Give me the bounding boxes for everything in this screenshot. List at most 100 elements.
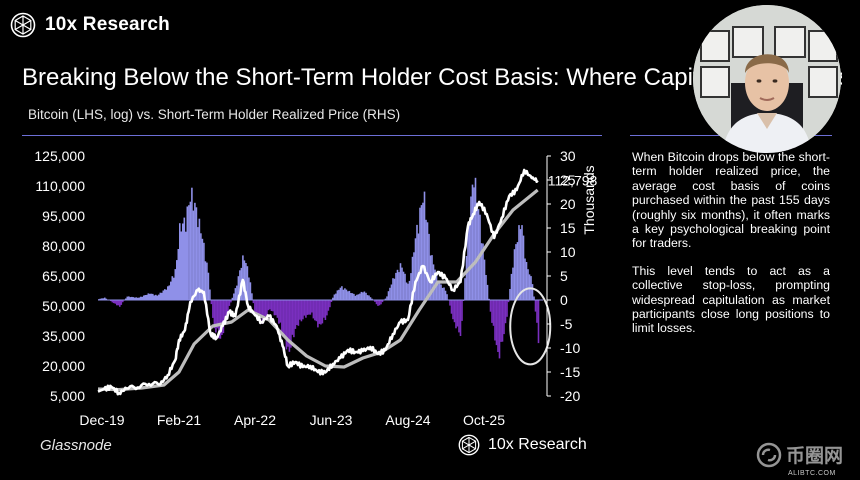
difference-bar bbox=[531, 284, 534, 300]
difference-bar bbox=[143, 295, 145, 300]
difference-bar bbox=[303, 300, 306, 316]
difference-bar bbox=[270, 300, 273, 311]
difference-bar bbox=[366, 295, 369, 300]
difference-bar bbox=[501, 300, 504, 342]
difference-bar bbox=[105, 298, 108, 300]
difference-bar bbox=[179, 223, 181, 300]
difference-bar bbox=[299, 300, 301, 320]
difference-bar bbox=[500, 300, 502, 342]
commentary-paragraph-2: This level tends to act as a collective … bbox=[632, 263, 830, 336]
difference-bar bbox=[288, 300, 291, 352]
difference-bar bbox=[441, 287, 444, 300]
difference-bar bbox=[230, 300, 232, 303]
difference-bar bbox=[197, 227, 199, 300]
difference-bar bbox=[174, 269, 177, 300]
difference-bar bbox=[245, 263, 247, 300]
difference-bar bbox=[455, 300, 457, 329]
right-axis-tick-label: 15 bbox=[560, 220, 576, 236]
difference-bar bbox=[279, 300, 282, 323]
difference-bar bbox=[524, 258, 526, 300]
difference-bar bbox=[348, 290, 351, 300]
difference-bar bbox=[359, 293, 361, 300]
difference-bar bbox=[389, 287, 391, 300]
difference-bar bbox=[194, 202, 196, 300]
difference-bar bbox=[165, 289, 168, 300]
difference-bar bbox=[518, 225, 520, 300]
difference-bar bbox=[452, 300, 454, 320]
difference-bar bbox=[387, 291, 390, 300]
difference-bar bbox=[291, 300, 294, 335]
difference-bar bbox=[104, 297, 106, 300]
difference-bar bbox=[177, 249, 180, 300]
difference-bar bbox=[330, 300, 333, 302]
difference-bar bbox=[144, 295, 147, 300]
difference-bar bbox=[492, 300, 495, 326]
difference-bar bbox=[260, 300, 262, 318]
x-axis-tick-label: Oct-25 bbox=[463, 412, 505, 428]
difference-bar bbox=[506, 300, 508, 317]
difference-bar bbox=[446, 294, 448, 300]
difference-bar bbox=[263, 300, 265, 320]
difference-bar bbox=[287, 300, 289, 347]
difference-bar bbox=[333, 294, 336, 300]
highlight-ellipse bbox=[509, 287, 552, 366]
difference-bar bbox=[486, 284, 489, 300]
difference-bar bbox=[237, 276, 240, 300]
difference-bar bbox=[318, 300, 321, 324]
difference-bar bbox=[480, 243, 483, 300]
difference-bar bbox=[264, 300, 267, 317]
difference-bar bbox=[188, 205, 190, 300]
difference-bar bbox=[200, 233, 202, 300]
difference-bar bbox=[353, 293, 355, 300]
difference-bar bbox=[320, 300, 322, 325]
left-axis-tick-label: 110,000 bbox=[35, 178, 85, 194]
difference-bar bbox=[209, 289, 211, 300]
difference-bar bbox=[396, 269, 399, 300]
difference-bar bbox=[261, 300, 264, 324]
difference-bar bbox=[242, 255, 244, 300]
difference-bar bbox=[326, 300, 328, 316]
difference-bar bbox=[314, 300, 316, 321]
difference-bar bbox=[386, 296, 388, 300]
difference-bar bbox=[515, 244, 517, 300]
commentary: When Bitcoin drops below the short-term … bbox=[632, 150, 830, 349]
difference-bar bbox=[336, 290, 339, 300]
difference-bar bbox=[294, 300, 297, 329]
difference-bar bbox=[507, 300, 510, 303]
difference-bar bbox=[258, 300, 261, 320]
difference-bar bbox=[243, 260, 246, 300]
difference-bar bbox=[222, 300, 225, 334]
difference-bar bbox=[111, 300, 114, 303]
difference-bar bbox=[210, 300, 213, 305]
difference-bar bbox=[102, 298, 105, 300]
difference-bar bbox=[471, 184, 474, 300]
difference-bar bbox=[432, 264, 435, 300]
difference-bar bbox=[236, 285, 238, 300]
difference-bar bbox=[489, 300, 492, 312]
difference-bar bbox=[444, 290, 447, 300]
difference-bar bbox=[168, 285, 171, 300]
difference-bar bbox=[195, 207, 198, 300]
difference-bar bbox=[306, 300, 309, 315]
difference-bar bbox=[269, 300, 271, 310]
difference-bar bbox=[509, 289, 511, 300]
difference-bar bbox=[335, 293, 337, 300]
difference-bar bbox=[527, 269, 529, 300]
difference-bar bbox=[504, 300, 507, 324]
difference-bar bbox=[369, 297, 372, 300]
difference-bar bbox=[254, 300, 256, 315]
difference-bar bbox=[122, 300, 124, 303]
difference-bar bbox=[141, 296, 144, 300]
difference-bar bbox=[476, 202, 478, 300]
difference-bar bbox=[156, 295, 159, 300]
difference-bar bbox=[308, 300, 310, 315]
left-axis-tick-label: 95,000 bbox=[42, 208, 85, 224]
difference-bar bbox=[474, 177, 477, 300]
difference-bar bbox=[374, 300, 376, 302]
difference-bar bbox=[467, 226, 469, 300]
difference-bar bbox=[116, 300, 118, 306]
difference-bar bbox=[485, 275, 487, 300]
difference-bar bbox=[395, 272, 397, 300]
difference-bar bbox=[296, 300, 298, 325]
right-axis-tick-label: 5 bbox=[560, 268, 568, 284]
